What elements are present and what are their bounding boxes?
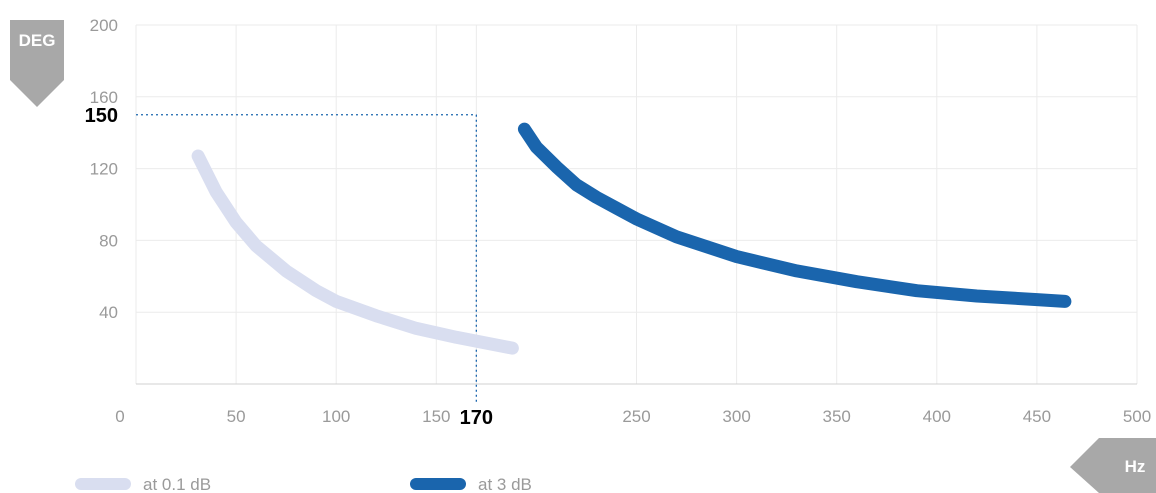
x-tick-label: 300 — [722, 407, 750, 426]
tick-labels: 40 80 120 160 200 150 0 50 100 150 250 300 350 400 450… — [85, 16, 1152, 429]
y-tick-label: 40 — [99, 303, 118, 322]
y-unit-badge-shape — [10, 20, 64, 107]
legend-swatch-2 — [410, 478, 466, 490]
legend: at 0.1 dB at 3 dB — [75, 475, 532, 493]
x-unit-label: Hz — [1125, 457, 1146, 476]
x-tick-label: 250 — [622, 407, 650, 426]
x-tick-label: 100 — [322, 407, 350, 426]
x-tick-label: 350 — [823, 407, 851, 426]
x-tick-label: 500 — [1123, 407, 1151, 426]
y-highlight-label: 150 — [85, 105, 118, 127]
y-tick-label: 200 — [90, 16, 118, 35]
x-tick-label: 400 — [923, 407, 951, 426]
y-tick-label: 80 — [99, 231, 118, 250]
y-tick-label: 120 — [90, 160, 118, 179]
x-tick-label: 0 — [115, 407, 124, 426]
x-highlight-label: 170 — [460, 407, 493, 429]
x-tick-label: 150 — [422, 407, 450, 426]
y-unit-label: DEG — [19, 31, 56, 50]
highlight-guides — [136, 114, 477, 404]
grid — [135, 24, 1138, 385]
legend-swatch-1 — [75, 478, 131, 490]
series-lines — [191, 122, 1072, 355]
legend-label-1: at 0.1 dB — [143, 475, 211, 493]
legend-label-2: at 3 dB — [478, 475, 532, 493]
x-tick-label: 450 — [1023, 407, 1051, 426]
y-tick-label: 160 — [90, 88, 118, 107]
series-line-1 — [191, 149, 519, 355]
x-unit-badge: Hz — [1070, 438, 1156, 493]
y-unit-badge: DEG — [10, 20, 64, 107]
x-tick-label: 50 — [227, 407, 246, 426]
series-line-2 — [517, 122, 1072, 308]
x-unit-badge-shape — [1070, 438, 1156, 493]
